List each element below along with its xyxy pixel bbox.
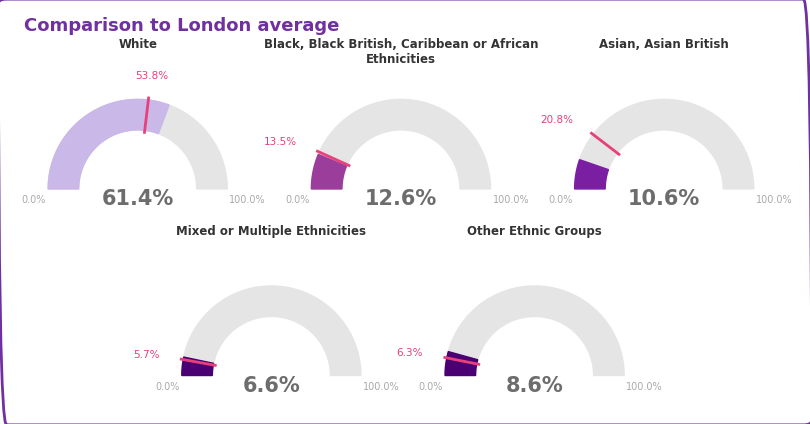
Text: 20.8%: 20.8% bbox=[541, 114, 573, 125]
Polygon shape bbox=[574, 160, 608, 189]
Text: 12.6%: 12.6% bbox=[364, 189, 437, 209]
Text: 0.0%: 0.0% bbox=[22, 195, 46, 205]
Polygon shape bbox=[181, 357, 214, 376]
Polygon shape bbox=[311, 154, 347, 189]
Text: 13.5%: 13.5% bbox=[264, 137, 297, 147]
Text: Black, Black British, Caribbean or African
Ethnicities: Black, Black British, Caribbean or Afric… bbox=[264, 38, 538, 66]
Text: 100.0%: 100.0% bbox=[492, 195, 529, 205]
Text: 10.6%: 10.6% bbox=[628, 189, 701, 209]
Text: 5.7%: 5.7% bbox=[133, 350, 160, 360]
Text: 100.0%: 100.0% bbox=[626, 382, 663, 392]
Polygon shape bbox=[48, 99, 228, 189]
Text: 100.0%: 100.0% bbox=[363, 382, 399, 392]
Text: 100.0%: 100.0% bbox=[229, 195, 266, 205]
Polygon shape bbox=[311, 99, 491, 189]
Text: 61.4%: 61.4% bbox=[101, 189, 174, 209]
Text: 100.0%: 100.0% bbox=[756, 195, 792, 205]
Polygon shape bbox=[445, 286, 625, 376]
Text: 8.6%: 8.6% bbox=[505, 376, 564, 396]
Text: 0.0%: 0.0% bbox=[548, 195, 573, 205]
Text: 0.0%: 0.0% bbox=[156, 382, 180, 392]
Polygon shape bbox=[48, 99, 169, 189]
Text: 6.3%: 6.3% bbox=[396, 348, 423, 358]
Text: Comparison to London average: Comparison to London average bbox=[24, 17, 339, 35]
Polygon shape bbox=[181, 286, 361, 376]
Text: White: White bbox=[118, 38, 157, 51]
Text: 6.6%: 6.6% bbox=[242, 376, 301, 396]
Text: 0.0%: 0.0% bbox=[419, 382, 443, 392]
Text: 0.0%: 0.0% bbox=[285, 195, 309, 205]
Text: Mixed or Multiple Ethnicities: Mixed or Multiple Ethnicities bbox=[177, 225, 366, 238]
Polygon shape bbox=[574, 99, 754, 189]
Text: Other Ethnic Groups: Other Ethnic Groups bbox=[467, 225, 602, 238]
Text: 53.8%: 53.8% bbox=[134, 71, 168, 81]
Text: Asian, Asian British: Asian, Asian British bbox=[599, 38, 729, 51]
Polygon shape bbox=[445, 351, 478, 376]
